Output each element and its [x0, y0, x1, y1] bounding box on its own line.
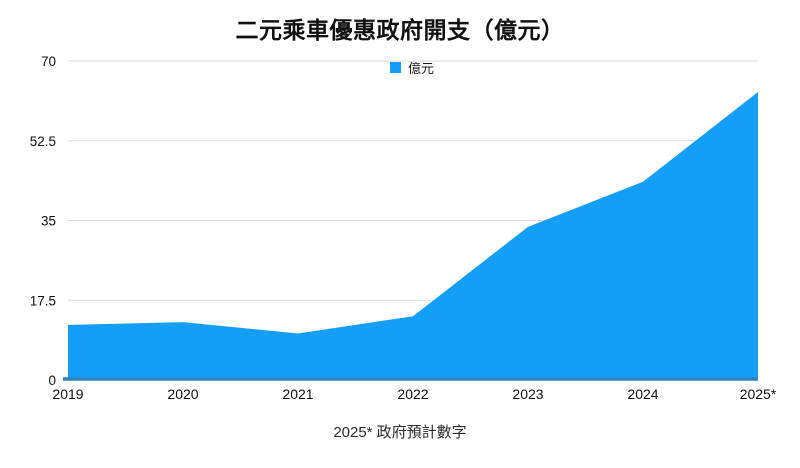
chart-title: 二元乘車優惠政府開支（億元） [235, 17, 565, 43]
x-axis-tick-label: 2019 [52, 386, 83, 402]
x-axis-tick-label: 2021 [282, 386, 313, 402]
x-axis-tick-label: 2020 [167, 386, 198, 402]
x-axis-tick-label: 2022 [397, 386, 428, 402]
x-axis-tick-label: 2024 [627, 386, 658, 402]
x-axis-tick-label: 2023 [512, 386, 543, 402]
y-axis-tick-label: 0 [48, 373, 56, 388]
legend-color-swatch-icon [390, 62, 401, 73]
x-axis-tick-label: 2025* [740, 386, 777, 402]
area-series [68, 92, 758, 380]
y-axis-tick-label: 70 [41, 54, 56, 69]
y-axis-tick-label: 17.5 [30, 293, 56, 308]
y-axis-tick-label: 52.5 [30, 134, 56, 149]
legend-series-label: 億元 [408, 61, 435, 76]
chart-footnote: 2025* 政府預計數字 [333, 424, 467, 441]
chart-legend: 億元 [390, 58, 434, 77]
y-axis-tick-label: 35 [41, 214, 56, 229]
